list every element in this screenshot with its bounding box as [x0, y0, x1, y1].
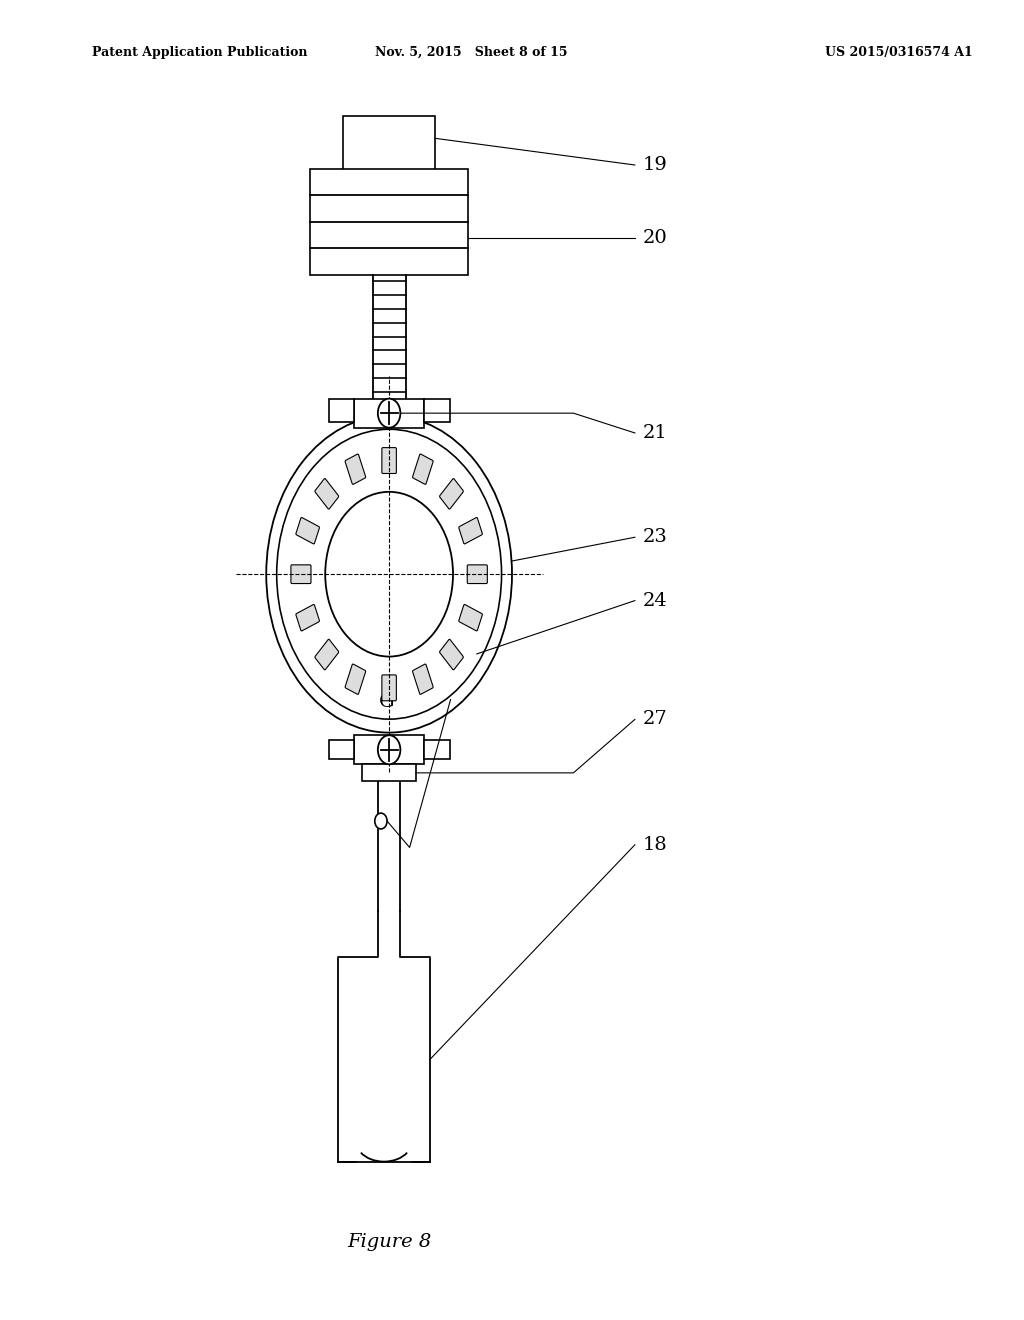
FancyBboxPatch shape	[439, 639, 463, 669]
Text: Nov. 5, 2015   Sheet 8 of 15: Nov. 5, 2015 Sheet 8 of 15	[375, 46, 567, 59]
FancyBboxPatch shape	[467, 565, 487, 583]
Text: 27: 27	[643, 710, 668, 729]
Text: 19: 19	[643, 156, 668, 174]
Bar	[329, 741, 354, 759]
Circle shape	[378, 399, 400, 428]
Text: 24: 24	[643, 591, 668, 610]
FancyBboxPatch shape	[296, 517, 319, 544]
Text: US 2015/0316574 A1: US 2015/0316574 A1	[825, 46, 973, 59]
FancyBboxPatch shape	[315, 479, 339, 510]
Text: G: G	[379, 693, 394, 711]
FancyBboxPatch shape	[413, 454, 433, 484]
FancyBboxPatch shape	[315, 639, 339, 669]
Circle shape	[378, 735, 400, 764]
FancyBboxPatch shape	[382, 447, 396, 474]
FancyBboxPatch shape	[382, 675, 396, 701]
Circle shape	[266, 416, 512, 733]
Circle shape	[326, 492, 453, 656]
Bar	[343, 116, 435, 172]
FancyBboxPatch shape	[345, 664, 366, 694]
Circle shape	[375, 813, 387, 829]
FancyBboxPatch shape	[291, 565, 311, 583]
Bar	[424, 399, 450, 422]
Text: 18: 18	[643, 836, 668, 854]
Text: 21: 21	[643, 424, 668, 442]
Bar	[354, 735, 424, 764]
FancyBboxPatch shape	[345, 454, 366, 484]
Text: 20: 20	[643, 228, 668, 247]
FancyBboxPatch shape	[459, 605, 482, 631]
Circle shape	[276, 429, 502, 719]
Bar	[424, 741, 450, 759]
Text: 23: 23	[643, 528, 668, 546]
FancyBboxPatch shape	[459, 517, 482, 544]
Text: Figure 8: Figure 8	[347, 1233, 431, 1251]
FancyBboxPatch shape	[296, 605, 319, 631]
FancyBboxPatch shape	[439, 479, 463, 510]
Bar	[362, 764, 416, 781]
FancyBboxPatch shape	[413, 664, 433, 694]
Bar	[329, 399, 354, 422]
Bar	[354, 399, 424, 428]
Bar	[309, 169, 469, 275]
Text: Patent Application Publication: Patent Application Publication	[92, 46, 307, 59]
